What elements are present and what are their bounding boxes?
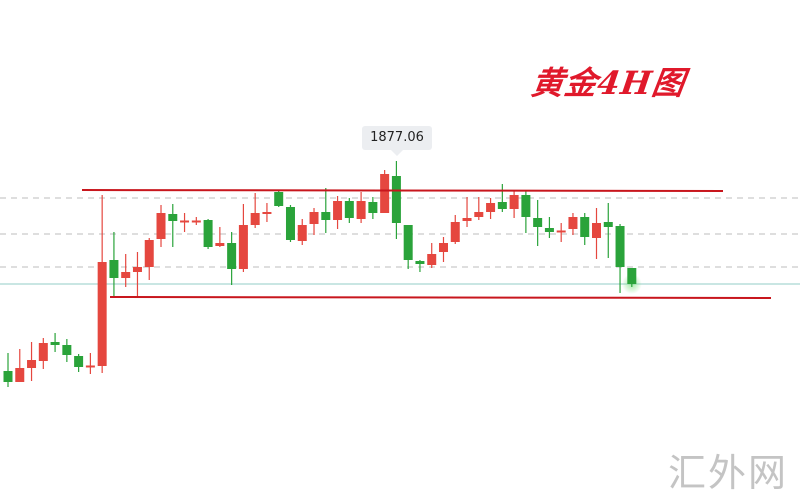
candle-up bbox=[191, 220, 201, 223]
candle-down bbox=[74, 356, 84, 367]
candle-down bbox=[285, 207, 295, 240]
candle-up bbox=[438, 243, 448, 252]
candle-down bbox=[521, 195, 531, 217]
candle-down bbox=[227, 243, 237, 269]
candle-down bbox=[344, 201, 354, 218]
candle-up bbox=[427, 254, 437, 265]
candle-down bbox=[415, 261, 425, 264]
candle-up bbox=[144, 240, 154, 267]
candle-up bbox=[27, 360, 37, 368]
candle-up bbox=[568, 217, 578, 229]
candle-up bbox=[180, 220, 190, 223]
candle-up bbox=[450, 222, 460, 242]
candle-up bbox=[132, 267, 142, 272]
candle-down bbox=[3, 371, 13, 382]
candle-up bbox=[238, 225, 248, 269]
support-line bbox=[109, 296, 772, 299]
candle-down bbox=[391, 176, 401, 223]
candle-up bbox=[380, 174, 390, 213]
candle-down bbox=[497, 202, 507, 209]
candle-up bbox=[509, 195, 519, 209]
candle-down bbox=[62, 345, 72, 355]
candle-down bbox=[544, 228, 554, 232]
candle-down bbox=[603, 222, 613, 227]
candle-up bbox=[97, 262, 107, 366]
candle-up bbox=[297, 225, 307, 241]
candle-down bbox=[203, 220, 213, 247]
candle-down bbox=[403, 225, 413, 260]
candle-down bbox=[580, 217, 590, 237]
candle-down bbox=[168, 214, 178, 221]
candle-up bbox=[462, 218, 472, 221]
candle-up bbox=[121, 272, 131, 278]
resistance-line bbox=[81, 189, 724, 192]
candle-up bbox=[15, 368, 25, 382]
candle-down bbox=[109, 260, 119, 278]
candle-up bbox=[85, 365, 95, 368]
high-price-tooltip: 1877.06 bbox=[362, 126, 432, 156]
candle-up bbox=[356, 201, 366, 219]
candle-up bbox=[262, 212, 272, 214]
candle-up bbox=[333, 201, 343, 220]
candle-up bbox=[556, 230, 566, 233]
candle-down bbox=[368, 202, 378, 213]
candle-up bbox=[486, 203, 496, 212]
watermark-logo: 汇外网 bbox=[668, 451, 789, 495]
candle-up bbox=[215, 243, 225, 246]
candle-down bbox=[615, 226, 625, 267]
candle-down bbox=[627, 268, 637, 284]
candle-down bbox=[50, 342, 60, 345]
chart-title: 黄金4H图 bbox=[529, 64, 688, 102]
candle-up bbox=[592, 223, 601, 238]
candle-down bbox=[321, 212, 331, 220]
candle-up bbox=[250, 213, 260, 225]
candle-up bbox=[38, 343, 48, 361]
candle-down bbox=[533, 218, 543, 227]
candle-up bbox=[309, 212, 319, 224]
candle-up bbox=[156, 213, 166, 239]
candle-down bbox=[274, 192, 284, 206]
candle-up bbox=[474, 212, 484, 217]
